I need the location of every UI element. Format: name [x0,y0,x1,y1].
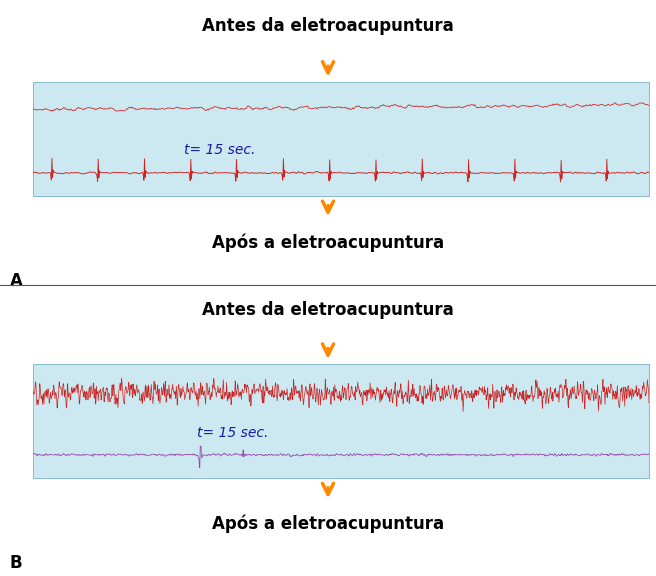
Text: Antes da eletroacupuntura: Antes da eletroacupuntura [202,301,454,319]
Text: Após a eletroacupuntura: Após a eletroacupuntura [212,515,444,533]
Bar [33,82,649,196]
Text: B: B [10,554,22,573]
Bar [33,364,649,478]
Text: t= 15 sec.: t= 15 sec. [184,143,255,157]
Text: t= 15 sec.: t= 15 sec. [197,426,268,440]
Text: Após a eletroacupuntura: Após a eletroacupuntura [212,234,444,252]
Text: A: A [10,271,23,290]
Text: Antes da eletroacupuntura: Antes da eletroacupuntura [202,17,454,35]
